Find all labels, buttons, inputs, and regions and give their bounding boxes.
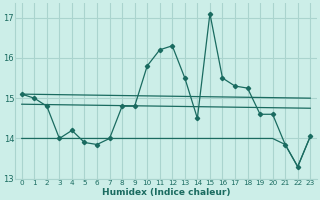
X-axis label: Humidex (Indice chaleur): Humidex (Indice chaleur) bbox=[102, 188, 230, 197]
